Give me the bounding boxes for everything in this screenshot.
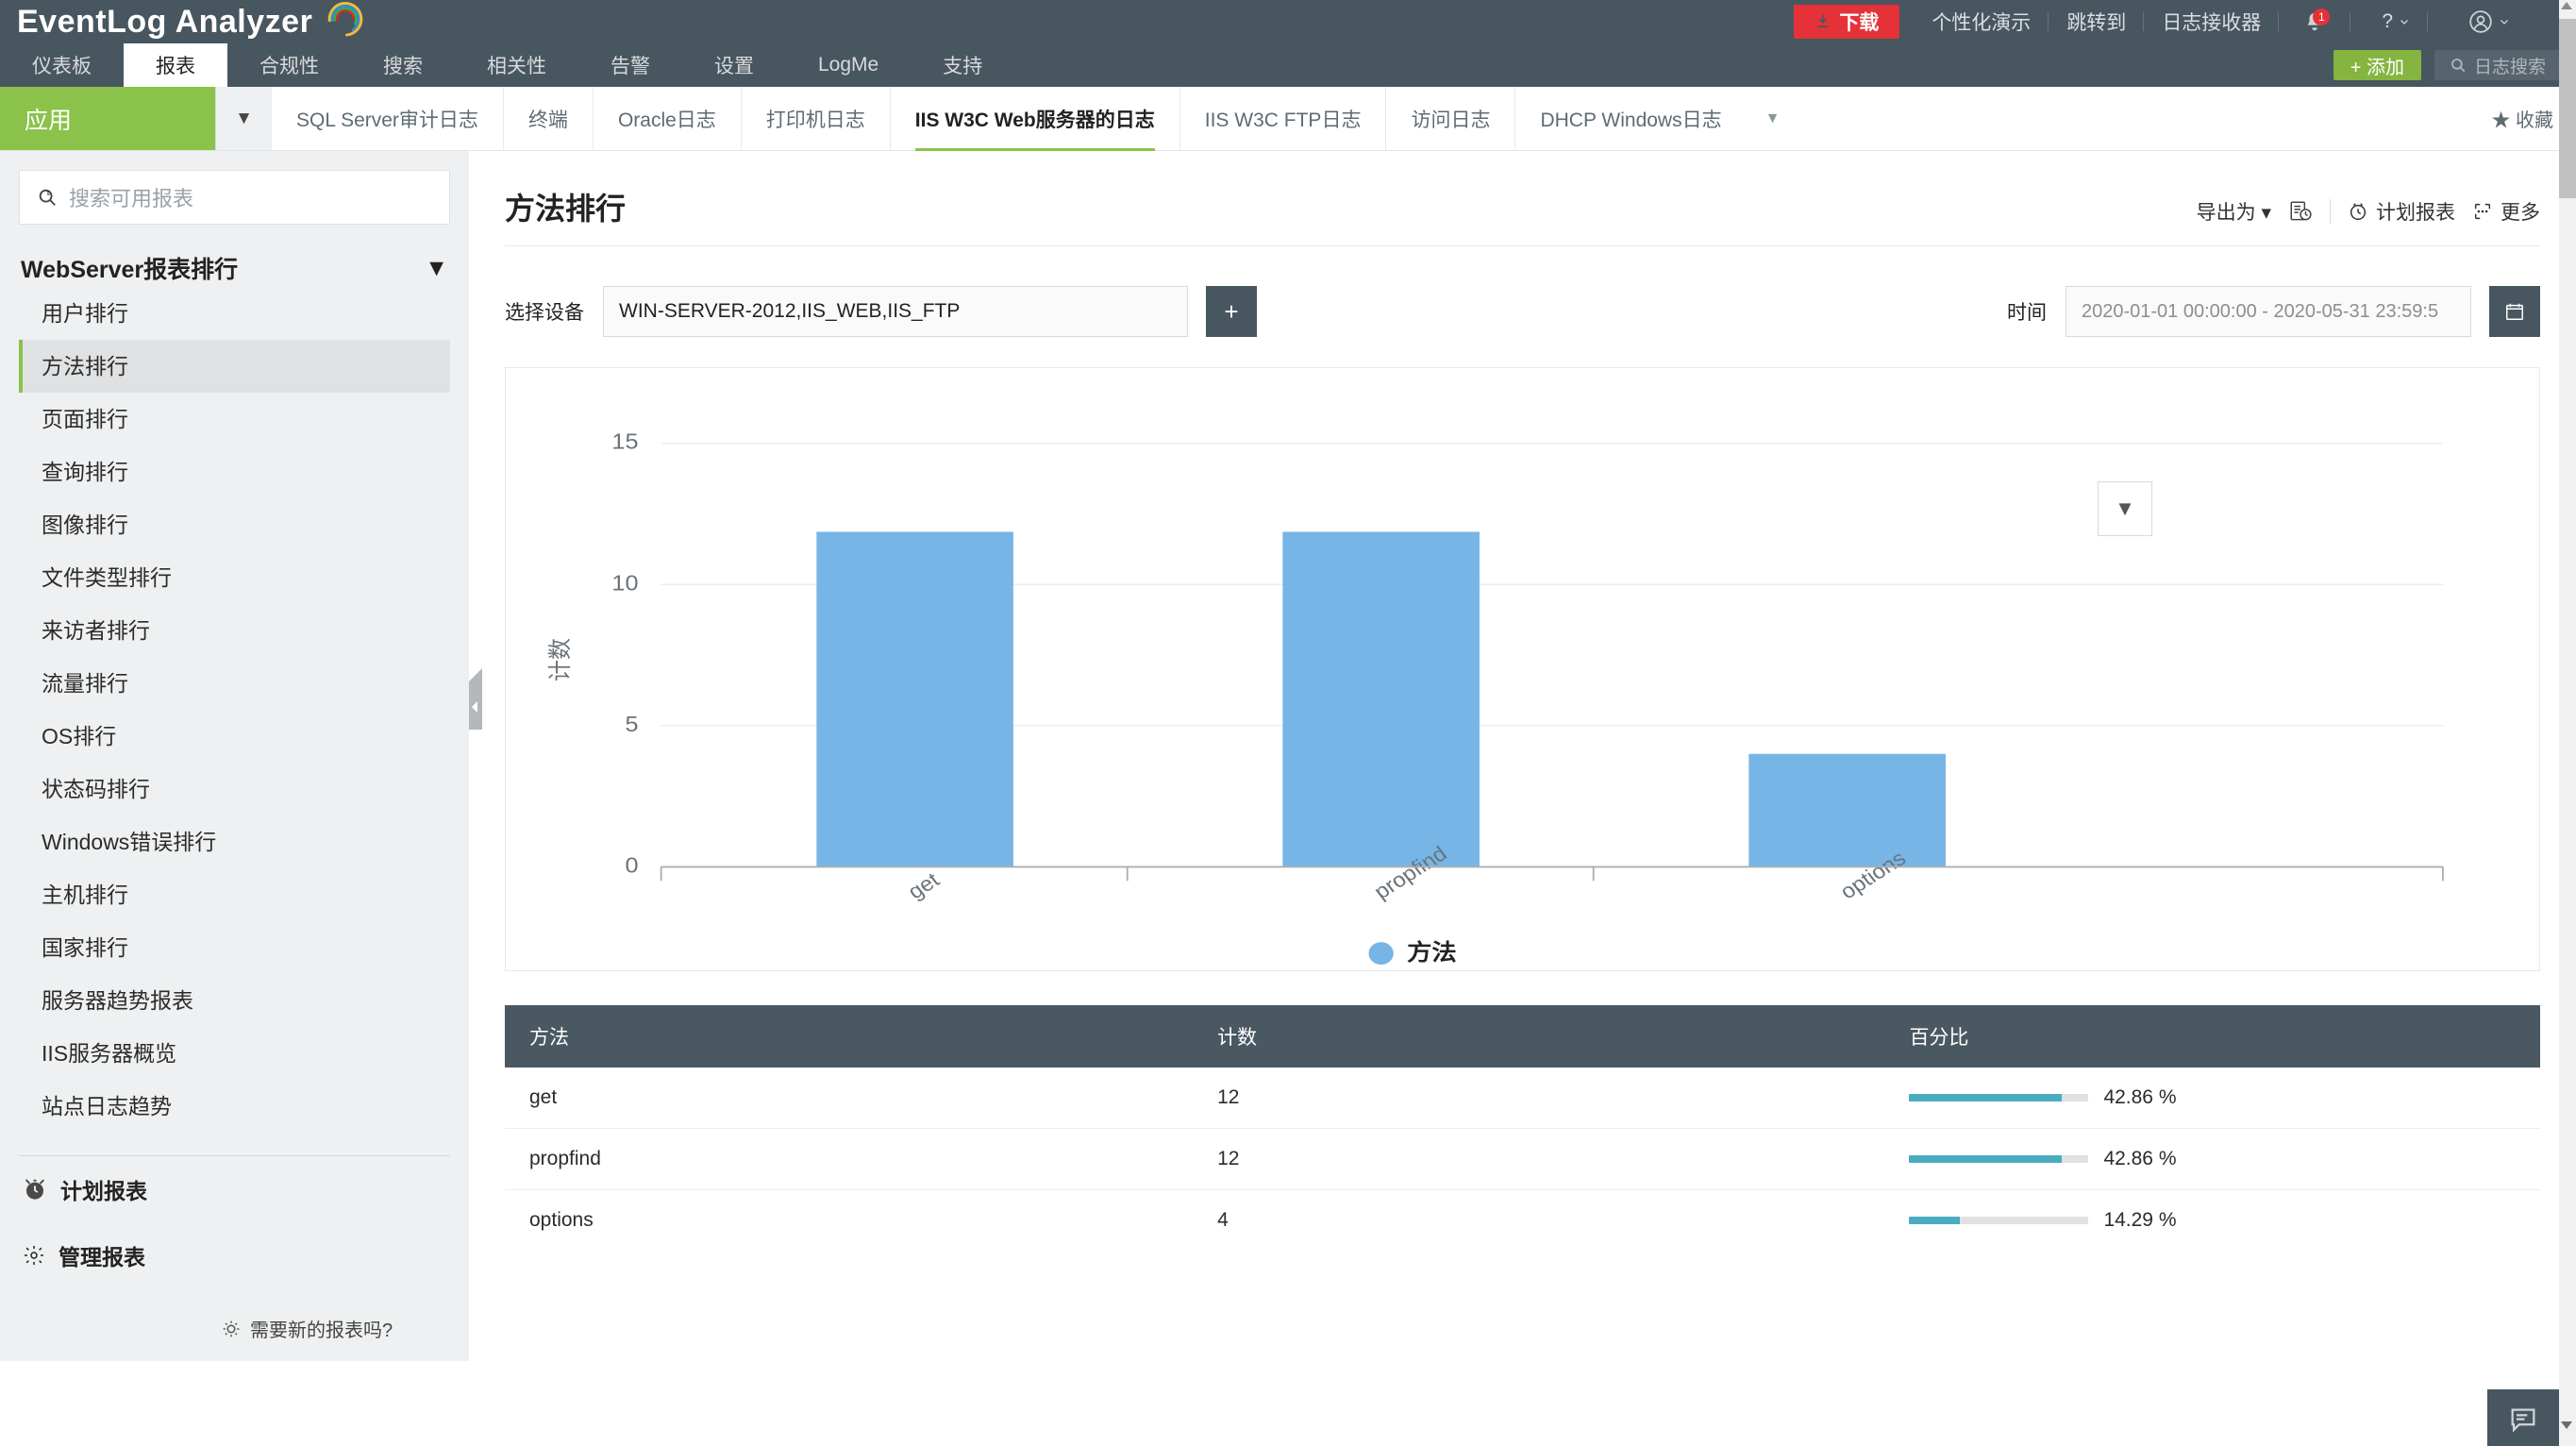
svg-text:get: get (903, 867, 945, 903)
svg-text:10: 10 (611, 571, 638, 596)
svg-text:0: 0 (625, 853, 638, 878)
svg-text:计数: 计数 (547, 638, 574, 681)
svg-text:15: 15 (611, 430, 638, 455)
svg-text:方法: 方法 (1407, 939, 1457, 966)
svg-text:5: 5 (625, 713, 638, 737)
